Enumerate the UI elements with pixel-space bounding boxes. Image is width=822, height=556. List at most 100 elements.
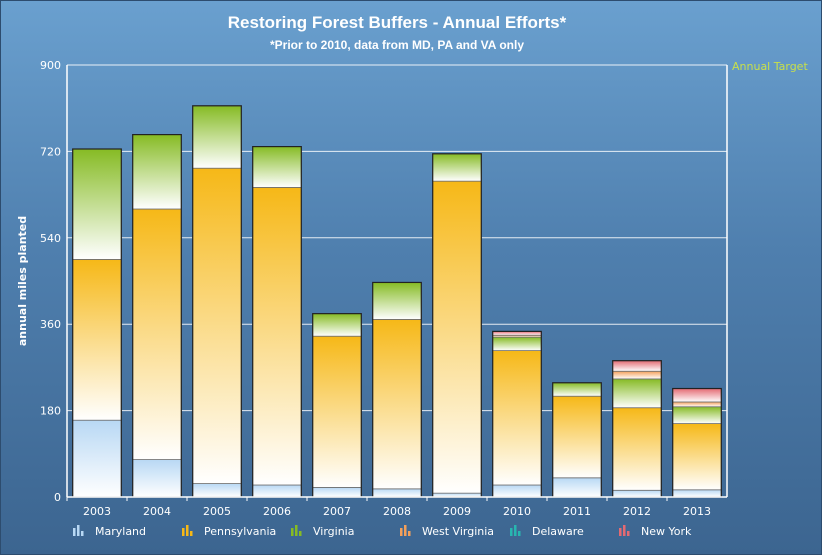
y-tick-label: 360 (40, 318, 61, 331)
legend-item-virginia[interactable]: Virginia (291, 525, 354, 538)
x-tick-label: 2003 (83, 505, 111, 518)
x-tick-label: 2010 (503, 505, 531, 518)
legend-icon-bar (619, 528, 622, 536)
x-tick-label: 2009 (443, 505, 471, 518)
bar-segment-new-york (612, 360, 662, 372)
bar-segment-west-virginia (612, 370, 662, 380)
bar-segment-new-york (672, 388, 722, 403)
legend-item-new-york[interactable]: New York (619, 525, 692, 538)
bar-segment-virginia (132, 134, 182, 210)
bar-segment-pennsylvania (252, 186, 302, 486)
bar-group-2006 (252, 146, 302, 498)
legend-item-west-virginia[interactable]: West Virginia (400, 525, 494, 538)
bar-group-2003 (72, 148, 122, 498)
legend-icon-bar (182, 528, 185, 536)
bar-group-2011 (552, 382, 602, 498)
bar-segment-virginia (72, 148, 122, 260)
legend-label: West Virginia (422, 525, 494, 538)
bar-segment-virginia (192, 105, 242, 169)
bar-segment-virginia (612, 378, 662, 409)
bar-segment-pennsylvania (372, 318, 422, 490)
legend-icon-bar (400, 528, 403, 536)
bar-segment-west-virginia (672, 401, 722, 408)
legend-label: Virginia (313, 525, 354, 538)
x-tick-label: 2008 (383, 505, 411, 518)
axes: 0 180 360 540 720 900 2003 2004 2005 2006 2007 2008… (40, 59, 728, 518)
legend-icon-bar (81, 531, 84, 536)
bar-segment-virginia (372, 282, 422, 320)
bar-segment-pennsylvania (132, 208, 182, 460)
legend-icon-bar (510, 528, 513, 536)
legend-icon-bar (627, 531, 630, 536)
legend-icon-bar (623, 525, 626, 536)
bar-segment-maryland (612, 489, 662, 498)
legend-item-maryland[interactable]: Maryland (73, 525, 146, 538)
bar-group-2008 (372, 281, 422, 498)
bar-segment-maryland (252, 484, 302, 498)
bar-group-2012 (612, 360, 662, 498)
y-tick-label: 0 (54, 491, 61, 504)
legend-icon-bar (295, 525, 298, 536)
bar-group-2005 (192, 105, 242, 498)
bar-segment-maryland (132, 459, 182, 498)
bar-segment-maryland (372, 488, 422, 498)
bar-segment-maryland (672, 489, 722, 498)
x-tick-label: 2006 (263, 505, 291, 518)
legend-label: New York (641, 525, 692, 538)
y-tick-label: 540 (40, 232, 61, 245)
bar-segment-maryland (552, 477, 602, 498)
bar-segment-virginia (492, 336, 542, 352)
legend-label: Maryland (95, 525, 146, 538)
bar-segment-pennsylvania (672, 423, 722, 491)
bar-segment-maryland (312, 486, 362, 498)
legend-icon-bar (408, 531, 411, 536)
legend-icon-bar (299, 531, 302, 536)
legend: Maryland Pennsylvania Virginia West Virgini… (73, 525, 692, 538)
bar-segment-pennsylvania (552, 395, 602, 479)
legend-icon-bar (73, 528, 76, 536)
bar-segment-virginia (672, 406, 722, 424)
bar-segment-pennsylvania (72, 258, 122, 421)
x-tick-label: 2013 (683, 505, 711, 518)
bars (72, 105, 722, 498)
bar-segment-virginia (312, 313, 362, 337)
legend-item-delaware[interactable]: Delaware (510, 525, 584, 538)
legend-icon-bar (77, 525, 80, 536)
x-tick-label: 2004 (143, 505, 171, 518)
chart-title: Restoring Forest Buffers - Annual Effort… (228, 13, 567, 32)
bar-segment-pennsylvania (612, 407, 662, 491)
legend-icon-bar (404, 525, 407, 536)
bar-segment-maryland (192, 483, 242, 498)
bar-group-2007 (312, 313, 362, 498)
legend-icon-bar (518, 531, 521, 536)
legend-icon-bar (291, 528, 294, 536)
bar-group-2010 (492, 330, 542, 498)
y-axis-label: annual miles planted (16, 216, 29, 346)
bar-segment-pennsylvania (432, 180, 482, 494)
annual-target-label: Annual Target (732, 60, 808, 73)
bar-group-2013 (672, 387, 722, 498)
bar-segment-virginia (432, 153, 482, 182)
legend-label: Pennsylvania (204, 525, 276, 538)
bar-segment-virginia (552, 382, 602, 397)
x-tick-label: 2011 (563, 505, 591, 518)
bar-segment-pennsylvania (312, 335, 362, 488)
legend-label: Delaware (532, 525, 584, 538)
x-tick-label: 2012 (623, 505, 651, 518)
y-tick-label: 180 (40, 405, 61, 418)
x-tick-label: 2005 (203, 505, 231, 518)
y-tick-label: 720 (40, 145, 61, 158)
bar-segment-maryland (492, 484, 542, 498)
bar-segment-maryland (72, 419, 122, 498)
legend-item-pennsylvania[interactable]: Pennsylvania (182, 525, 276, 538)
x-tick-label: 2007 (323, 505, 351, 518)
y-tick-label: 900 (40, 59, 61, 72)
bar-group-2004 (132, 134, 182, 498)
legend-icon-bar (190, 531, 193, 536)
bar-segment-pennsylvania (192, 167, 242, 484)
legend-icon-bar (186, 525, 189, 536)
bar-group-2009 (432, 153, 482, 498)
bar-segment-virginia (252, 146, 302, 188)
